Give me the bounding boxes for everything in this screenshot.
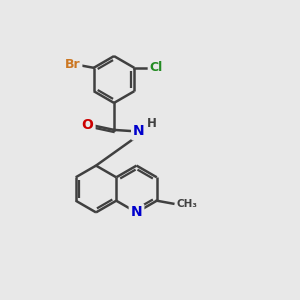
- Text: N: N: [133, 124, 145, 138]
- Text: Br: Br: [65, 58, 80, 71]
- Text: H: H: [147, 117, 157, 130]
- Text: Cl: Cl: [149, 61, 163, 74]
- Text: O: O: [82, 118, 94, 132]
- Text: N: N: [131, 206, 142, 219]
- Text: CH₃: CH₃: [177, 199, 198, 209]
